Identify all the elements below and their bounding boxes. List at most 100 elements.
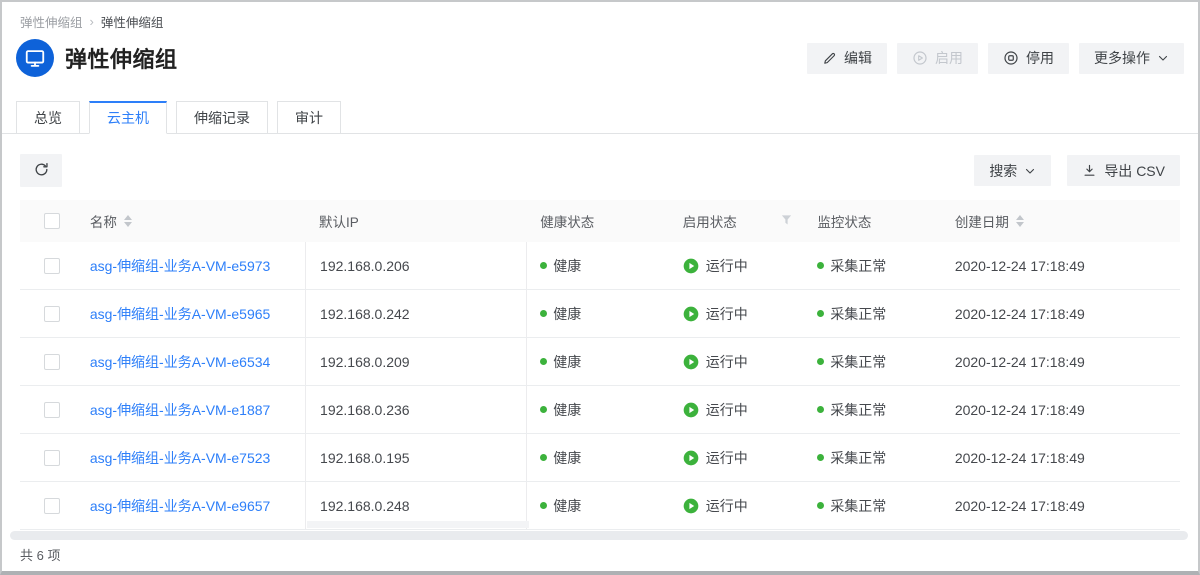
monitor-status: 采集正常 (807, 386, 947, 433)
column-header-health: 健康状态 (540, 215, 595, 230)
breadcrumb-parent[interactable]: 弹性伸缩组 (20, 16, 83, 30)
health-status: 健康 (527, 290, 670, 337)
dot-icon (817, 502, 825, 509)
select-all-checkbox[interactable] (44, 213, 60, 229)
horizontal-scrollbar[interactable] (10, 531, 1188, 540)
table-body: asg-伸缩组-业务A-VM-e5973 192.168.0.206 健康 运行… (20, 242, 1180, 530)
sort-arrows-icon[interactable] (1015, 215, 1024, 227)
vm-ip: 192.168.0.242 (305, 290, 528, 337)
created-date: 2020-12-24 17:18:49 (954, 353, 1085, 370)
column-header-ip: 默认IP (319, 215, 359, 230)
export-csv-button[interactable]: 导出 CSV (1067, 155, 1180, 186)
health-status: 健康 (527, 242, 670, 289)
refresh-icon (33, 161, 50, 181)
dot-icon (817, 454, 825, 461)
dot-icon (540, 358, 548, 365)
dot-icon (540, 406, 548, 413)
tab-bar: 总览 云主机 伸缩记录 审计 (2, 101, 1198, 134)
breadcrumb-current: 弹性伸缩组 (100, 16, 164, 30)
created-date: 2020-12-24 17:18:49 (954, 257, 1085, 274)
page-title: 弹性伸缩组 (65, 47, 178, 72)
filter-funnel-icon[interactable] (780, 214, 793, 229)
vm-name-link[interactable]: asg-伸缩组-业务A-VM-e9657 (89, 497, 271, 514)
play-circle-solid-icon (683, 306, 699, 321)
monitor-status: 采集正常 (807, 482, 947, 529)
dot-icon (540, 262, 548, 269)
dot-icon (540, 454, 548, 461)
created-date: 2020-12-24 17:18:49 (954, 449, 1085, 466)
ip-column-stub (307, 521, 529, 528)
breadcrumb: 弹性伸缩组 › 弹性伸缩组 (2, 2, 1198, 31)
column-header-created[interactable]: 创建日期 (947, 200, 1180, 242)
refresh-button[interactable] (20, 154, 62, 187)
page-header: 弹性伸缩组 编辑 启用 停用 更多操作 (2, 31, 1198, 77)
play-circle-solid-icon (683, 354, 699, 369)
download-icon (1082, 163, 1097, 178)
vm-name-link[interactable]: asg-伸缩组-业务A-VM-e5973 (89, 257, 271, 274)
enable-status: 运行中 (670, 338, 808, 385)
search-button[interactable]: 搜索 (974, 155, 1052, 186)
play-circle-solid-icon (683, 258, 699, 273)
table-row: asg-伸缩组-业务A-VM-e5965 192.168.0.242 健康 运行… (20, 290, 1180, 338)
tab-cloud-host[interactable]: 云主机 (89, 101, 167, 134)
breadcrumb-separator-icon: › (89, 14, 94, 29)
table-row: asg-伸缩组-业务A-VM-e7523 192.168.0.195 健康 运行… (20, 434, 1180, 482)
enable-status: 运行中 (670, 482, 808, 529)
total-count: 共 6 项 (20, 548, 61, 563)
tab-audit[interactable]: 审计 (277, 101, 341, 134)
vm-name-link[interactable]: asg-伸缩组-业务A-VM-e7523 (89, 449, 271, 466)
monitor-status: 采集正常 (807, 434, 947, 481)
vm-name-link[interactable]: asg-伸缩组-业务A-VM-e5965 (89, 305, 271, 322)
column-header-monitor: 监控状态 (817, 215, 872, 230)
play-circle-solid-icon (683, 402, 699, 417)
chevron-down-icon (1157, 52, 1169, 64)
dot-icon (540, 502, 548, 509)
vm-ip: 192.168.0.209 (305, 338, 528, 385)
tab-overview[interactable]: 总览 (16, 101, 80, 134)
more-actions-button[interactable]: 更多操作 (1079, 42, 1184, 74)
row-checkbox[interactable] (44, 353, 60, 370)
monitor-status: 采集正常 (807, 338, 947, 385)
table-toolbar: 搜索 导出 CSV (2, 134, 1198, 187)
row-checkbox[interactable] (44, 497, 60, 514)
play-circle-solid-icon (683, 498, 699, 513)
edit-button[interactable]: 编辑 (807, 42, 887, 74)
tab-scaling-records[interactable]: 伸缩记录 (176, 101, 268, 134)
enable-status: 运行中 (670, 242, 808, 289)
created-date: 2020-12-24 17:18:49 (954, 401, 1085, 418)
dot-icon (540, 310, 548, 317)
column-header-name[interactable]: 名称 (90, 200, 305, 242)
vm-ip: 192.168.0.195 (305, 434, 528, 481)
enable-status: 运行中 (670, 386, 808, 433)
play-circle-icon (912, 50, 928, 66)
row-checkbox[interactable] (44, 257, 60, 274)
created-date: 2020-12-24 17:18:49 (954, 305, 1085, 322)
dot-icon (817, 406, 825, 413)
health-status: 健康 (527, 386, 670, 433)
vm-table: 名称 默认IP 健康状态 启用状态 监控状态 创建日期 asg-伸缩组-业务A-… (20, 200, 1180, 530)
vm-ip: 192.168.0.236 (305, 386, 528, 433)
row-checkbox[interactable] (44, 449, 60, 466)
row-checkbox[interactable] (44, 401, 60, 418)
stop-circle-icon (1003, 50, 1019, 66)
dot-icon (817, 310, 825, 317)
enable-button: 启用 (897, 42, 978, 74)
vm-name-link[interactable]: asg-伸缩组-业务A-VM-e1887 (89, 401, 271, 418)
header-actions: 编辑 启用 停用 更多操作 (807, 42, 1184, 74)
monitor-status: 采集正常 (807, 290, 947, 337)
table-row: asg-伸缩组-业务A-VM-e9657 192.168.0.248 健康 运行… (20, 482, 1180, 530)
table-header-row: 名称 默认IP 健康状态 启用状态 监控状态 创建日期 (20, 200, 1180, 242)
vm-ip: 192.168.0.206 (305, 242, 528, 289)
vm-name-link[interactable]: asg-伸缩组-业务A-VM-e6534 (89, 353, 271, 370)
title-wrap: 弹性伸缩组 (16, 39, 178, 77)
toolbar-right: 搜索 导出 CSV (974, 155, 1180, 186)
row-checkbox[interactable] (44, 305, 60, 322)
enable-status: 运行中 (670, 290, 808, 337)
sort-arrows-icon[interactable] (123, 215, 132, 227)
pencil-icon (822, 51, 837, 66)
disable-button[interactable]: 停用 (988, 42, 1069, 74)
created-date: 2020-12-24 17:18:49 (954, 497, 1085, 514)
monitor-status: 采集正常 (807, 242, 947, 289)
dot-icon (817, 262, 825, 269)
